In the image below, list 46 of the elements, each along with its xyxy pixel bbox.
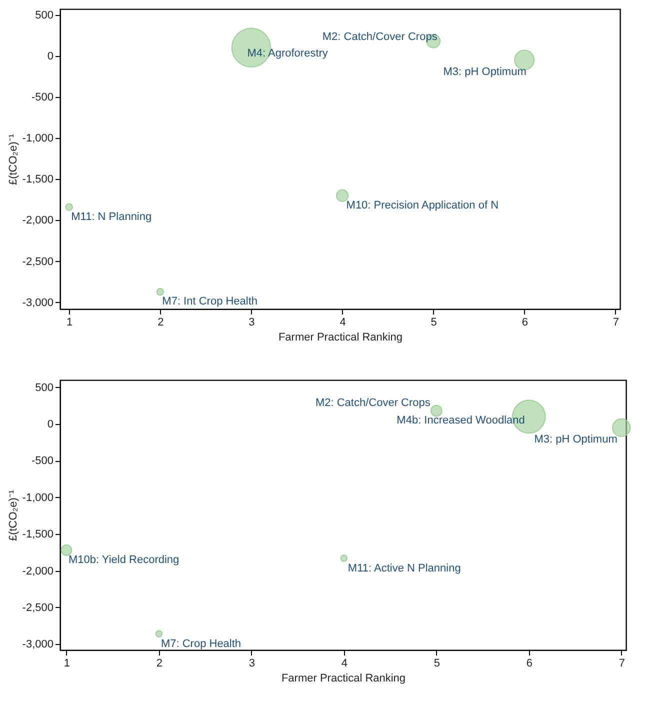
y-tick-label: -1,000 bbox=[22, 492, 54, 504]
x-tick-label: 6 bbox=[526, 658, 532, 670]
y-tick-label: -3,000 bbox=[22, 638, 54, 651]
x-axis-title: Farmer Practical Ranking bbox=[281, 672, 406, 684]
x-tick-label: 7 bbox=[618, 658, 625, 670]
annotation: M3: pH Optimum bbox=[443, 66, 526, 78]
annotation: M3: pH Optimum bbox=[534, 434, 618, 446]
x-tick-label: 3 bbox=[248, 316, 255, 328]
x-tick-label: 6 bbox=[522, 316, 528, 328]
y-axis-title: £(tCO₂e)⁻¹ bbox=[7, 134, 20, 186]
x-axis-title: Farmer Practical Ranking bbox=[278, 332, 403, 344]
x-tick-label: 5 bbox=[430, 316, 437, 328]
x-tick-label: 1 bbox=[66, 316, 73, 328]
x-tick-label: 4 bbox=[341, 658, 348, 670]
y-axis-title: £(tCO₂e)⁻¹ bbox=[7, 490, 20, 542]
annotation: M10: Precision Application of N bbox=[346, 200, 499, 212]
annotation: M11: N Planning bbox=[71, 211, 152, 224]
y-tick-label: -2,500 bbox=[22, 256, 54, 268]
y-tick-label: -2,000 bbox=[22, 565, 54, 578]
annotation: M11: Active N Planning bbox=[348, 562, 461, 574]
y-tick-label: -500 bbox=[31, 455, 54, 468]
x-tick-label: 3 bbox=[248, 658, 256, 670]
x-tick-label: 1 bbox=[64, 658, 70, 670]
y-tick-label: -500 bbox=[31, 91, 54, 104]
annotation: M10b: Yield Recording bbox=[68, 554, 180, 566]
x-tick-label: 4 bbox=[340, 316, 346, 328]
y-tick-label: 0 bbox=[47, 418, 54, 431]
y-tick-label: -1,000 bbox=[22, 132, 54, 145]
x-tick-label: 2 bbox=[158, 316, 164, 328]
y-tick-label: -1,500 bbox=[22, 174, 54, 186]
annotation: M2: Catch/Cover Crops bbox=[315, 396, 431, 409]
annotation: M4b: Increased Woodland bbox=[396, 414, 525, 427]
y-tick-label: 500 bbox=[35, 382, 54, 394]
annotation: M7: Crop Health bbox=[160, 638, 242, 650]
x-tick-label: 2 bbox=[156, 658, 163, 670]
annotation: M2: Catch/Cover Crops bbox=[322, 31, 438, 44]
annotation: M7: Int Crop Health bbox=[162, 296, 258, 308]
annotation: M4: Agroforestry bbox=[247, 48, 328, 60]
y-tick-label: 500 bbox=[35, 9, 54, 22]
x-tick-label: 7 bbox=[612, 316, 620, 328]
y-tick-label: -3,000 bbox=[22, 296, 54, 309]
x-tick-label: 5 bbox=[434, 658, 440, 670]
y-tick-label: -1,500 bbox=[22, 528, 54, 541]
y-tick-label: 0 bbox=[47, 50, 54, 62]
y-tick-label: -2,500 bbox=[22, 602, 54, 614]
y-tick-label: -2,000 bbox=[22, 214, 54, 227]
